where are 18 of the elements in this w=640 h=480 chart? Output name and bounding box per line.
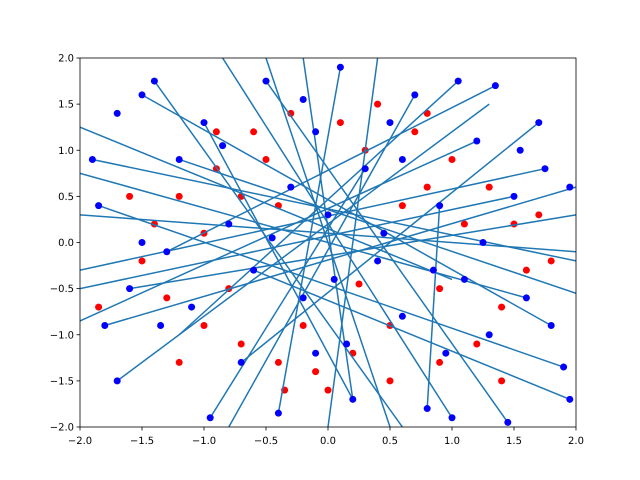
y-tick-label: 1.5 — [58, 100, 74, 111]
y-tick-label: −2.0 — [50, 422, 74, 434]
y-tick-label: 2.0 — [58, 54, 74, 64]
y-tick-label: 1.0 — [58, 146, 74, 157]
x-tick-label: 0.5 — [382, 436, 398, 447]
x-tick-label: −0.5 — [254, 436, 278, 447]
x-tick-label: 1.5 — [506, 436, 522, 447]
x-tick-label: 2.0 — [568, 436, 584, 447]
y-tick-label: 0.5 — [58, 192, 74, 203]
x-tick-label: −1.0 — [192, 436, 216, 447]
y-tick-label: −0.5 — [50, 284, 74, 296]
y-tick-label: −1.0 — [50, 330, 74, 342]
y-tick-label: −1.5 — [50, 376, 74, 388]
x-tick-label: −2.0 — [68, 436, 92, 447]
y-tick-label: 0.0 — [58, 238, 74, 249]
x-tick-label: −1.5 — [130, 436, 154, 447]
x-tick-label: 1.0 — [444, 436, 460, 447]
x-tick-label: 0.0 — [320, 436, 336, 447]
